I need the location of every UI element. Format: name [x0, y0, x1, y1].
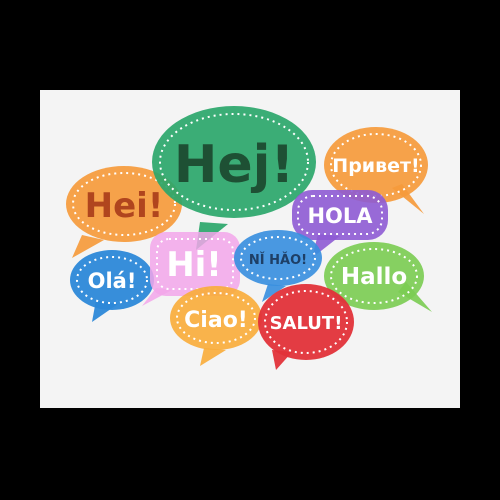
greeting-text: Hi! — [166, 245, 222, 285]
greeting-text: SALUT! — [270, 313, 343, 334]
bubble-body — [258, 284, 354, 360]
speech-bubble-hi: Hi! — [142, 232, 240, 306]
bubble-body — [292, 190, 388, 240]
greeting-text: Hei! — [85, 186, 164, 226]
speech-bubble-nihao: NǏ HǍO! — [234, 230, 322, 302]
bubble-body — [152, 106, 316, 218]
speech-bubble-ola: Olá! — [70, 250, 154, 322]
greeting-text: NǏ HǍO! — [249, 252, 307, 268]
speech-bubble-hej: Hej! — [152, 106, 316, 250]
speech-bubble-hei: Hei! — [66, 166, 182, 258]
bubble-body — [150, 232, 240, 296]
greeting-text: Olá! — [88, 269, 137, 293]
speech-bubble-privet: Привет! — [324, 127, 428, 214]
greeting-text: HOLA — [307, 204, 373, 228]
greeting-text: Hej! — [174, 135, 294, 195]
speech-bubble-hallo: Hallo — [324, 242, 432, 312]
bubble-shape — [200, 348, 226, 366]
bubble-body — [324, 242, 424, 310]
bubble-body — [324, 127, 428, 203]
greeting-text: Ciao! — [184, 308, 248, 333]
bubble-body — [234, 230, 322, 286]
bubble-dotted-border — [159, 113, 309, 211]
bubble-dotted-border — [76, 256, 148, 304]
greeting-text: Привет! — [332, 155, 419, 177]
bubble-body — [170, 286, 262, 350]
bubble-dotted-border — [156, 238, 234, 290]
bubble-dotted-border — [72, 172, 176, 236]
speech-bubble-salut: SALUT! — [258, 284, 354, 370]
bubble-dotted-border — [264, 290, 348, 354]
bubble-dotted-border — [330, 248, 418, 304]
bubble-dotted-border — [240, 236, 316, 280]
speech-bubble-ciao: Ciao! — [170, 286, 262, 366]
bubble-shape — [262, 284, 286, 302]
bubble-body — [66, 166, 182, 242]
bubble-shape — [72, 235, 104, 258]
bubble-body — [70, 250, 154, 310]
bubble-dotted-border — [176, 292, 256, 344]
greeting-text: Hallo — [341, 264, 407, 290]
